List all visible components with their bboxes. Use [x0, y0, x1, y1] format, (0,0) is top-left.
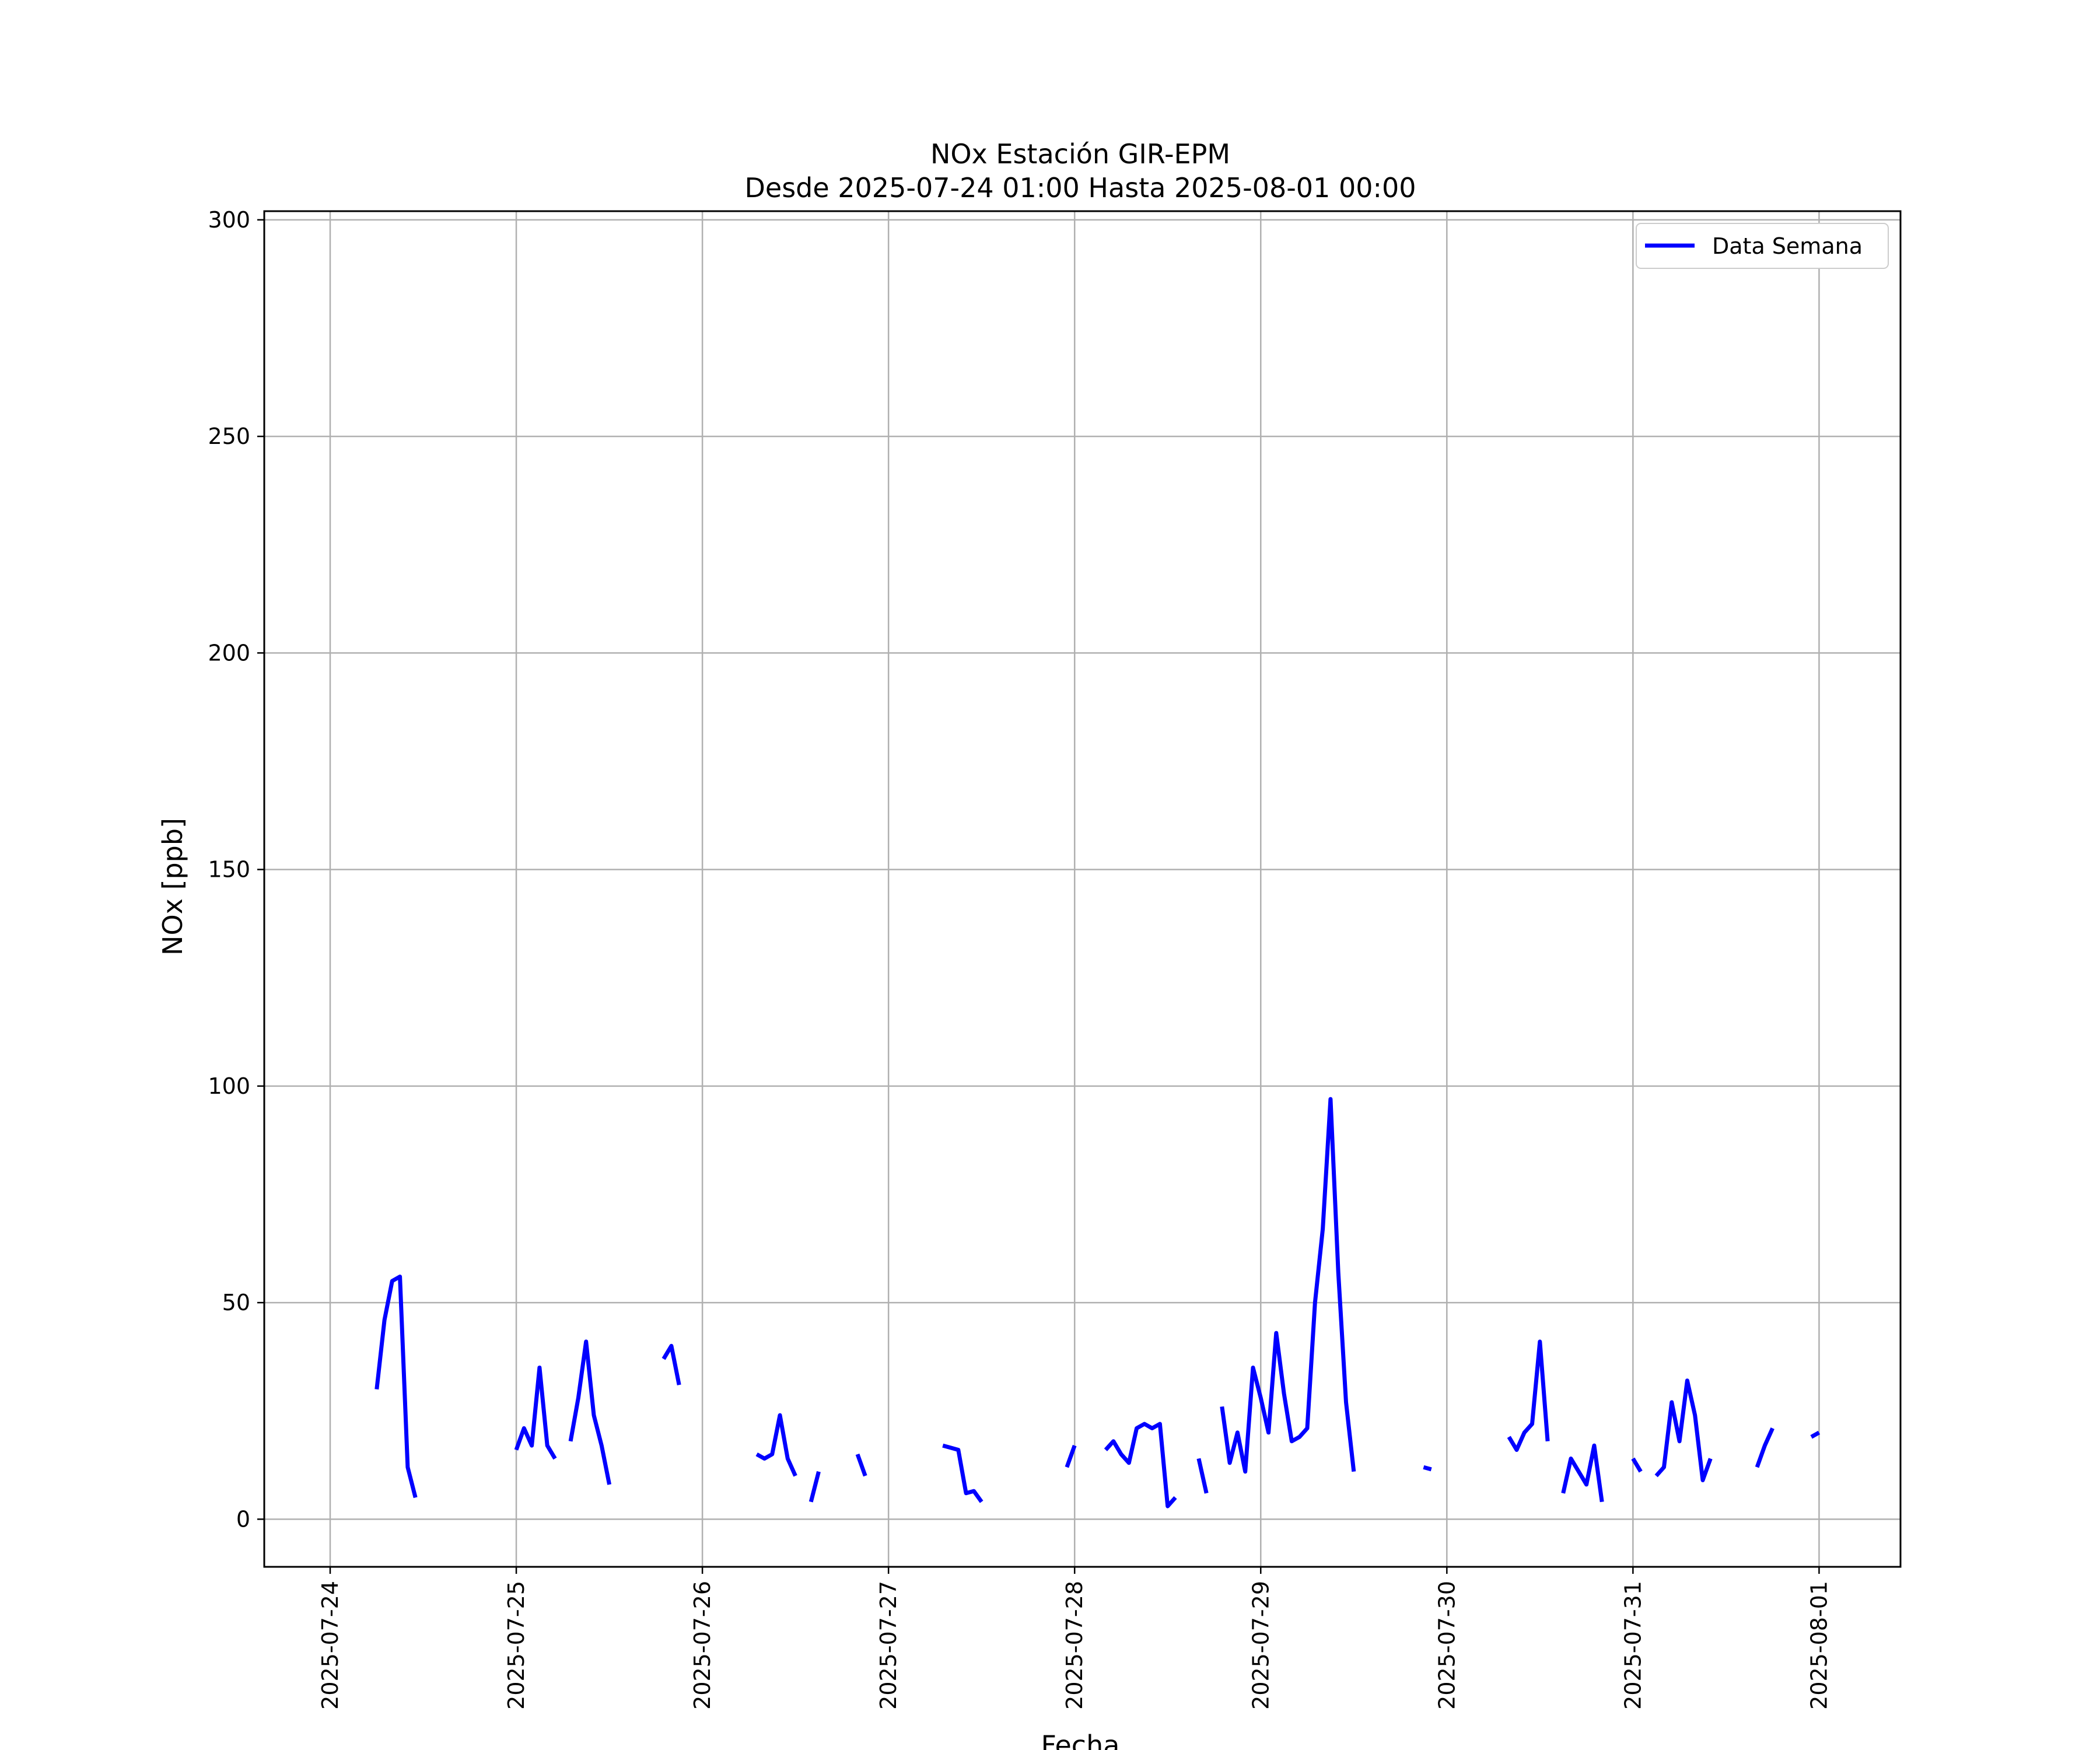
series-line-segment — [514, 1366, 557, 1460]
x-tick-label: 2025-07-28 — [1062, 1581, 1087, 1710]
x-axis-label: Fecha — [1041, 1730, 1120, 1750]
chart-title: NOx Estación GIR-EPM — [930, 138, 1230, 170]
series-line-segment — [808, 1471, 821, 1503]
x-tick-label: 2025-07-30 — [1434, 1581, 1460, 1710]
y-tick-label: 100 — [208, 1073, 250, 1099]
y-tick-label: 300 — [208, 207, 250, 233]
y-tick-label: 250 — [208, 424, 250, 449]
y-tick-label: 150 — [208, 857, 250, 883]
plot-frame — [263, 210, 1902, 1568]
series-line-segment — [568, 1339, 612, 1485]
series-line-segment — [1423, 1465, 1432, 1472]
legend: Data Semana — [1636, 223, 1889, 269]
x-tick-label: 2025-07-25 — [503, 1581, 529, 1710]
series-line-segment — [1654, 1378, 1713, 1482]
x-tick-label: 2025-07-27 — [876, 1581, 901, 1710]
data-series — [374, 1097, 1821, 1508]
series-line-segment — [662, 1343, 681, 1385]
legend-label: Data Semana — [1712, 233, 1863, 259]
series-line-segment — [1507, 1339, 1550, 1452]
y-tick-label: 50 — [222, 1290, 250, 1315]
series-line-segment — [855, 1453, 867, 1477]
series-line-segment — [942, 1443, 984, 1503]
grid — [264, 211, 1901, 1567]
y-tick-label: 0 — [236, 1506, 250, 1532]
series-line-segment — [1631, 1457, 1643, 1473]
chart-subtitle: Desde 2025-07-24 01:00 Hasta 2025-08-01 … — [744, 172, 1416, 204]
series-line-segment — [755, 1413, 797, 1477]
x-tick-label: 2025-07-24 — [317, 1581, 343, 1710]
series-line-segment — [1196, 1458, 1209, 1494]
x-tick-label: 2025-07-29 — [1248, 1581, 1273, 1710]
series-line-segment — [374, 1275, 418, 1499]
x-tick-label: 2025-08-01 — [1806, 1581, 1832, 1710]
axis-ticks: 0 50 100 150 200 250 300 2025-07-24 2025-07-25 20… — [208, 207, 1832, 1710]
y-axis-label: NOx [ppb] — [157, 818, 188, 956]
series-line-segment — [1104, 1422, 1177, 1508]
series-line-segment — [1065, 1444, 1077, 1468]
x-tick-label: 2025-07-31 — [1620, 1581, 1646, 1710]
y-tick-label: 200 — [208, 640, 250, 666]
legend-box — [1636, 223, 1889, 269]
series-line-segment — [1561, 1443, 1604, 1503]
series-line-segment — [1220, 1097, 1356, 1474]
series-line-segment — [1755, 1427, 1774, 1468]
series-line-segment — [1810, 1430, 1821, 1439]
x-tick-label: 2025-07-26 — [690, 1581, 715, 1710]
